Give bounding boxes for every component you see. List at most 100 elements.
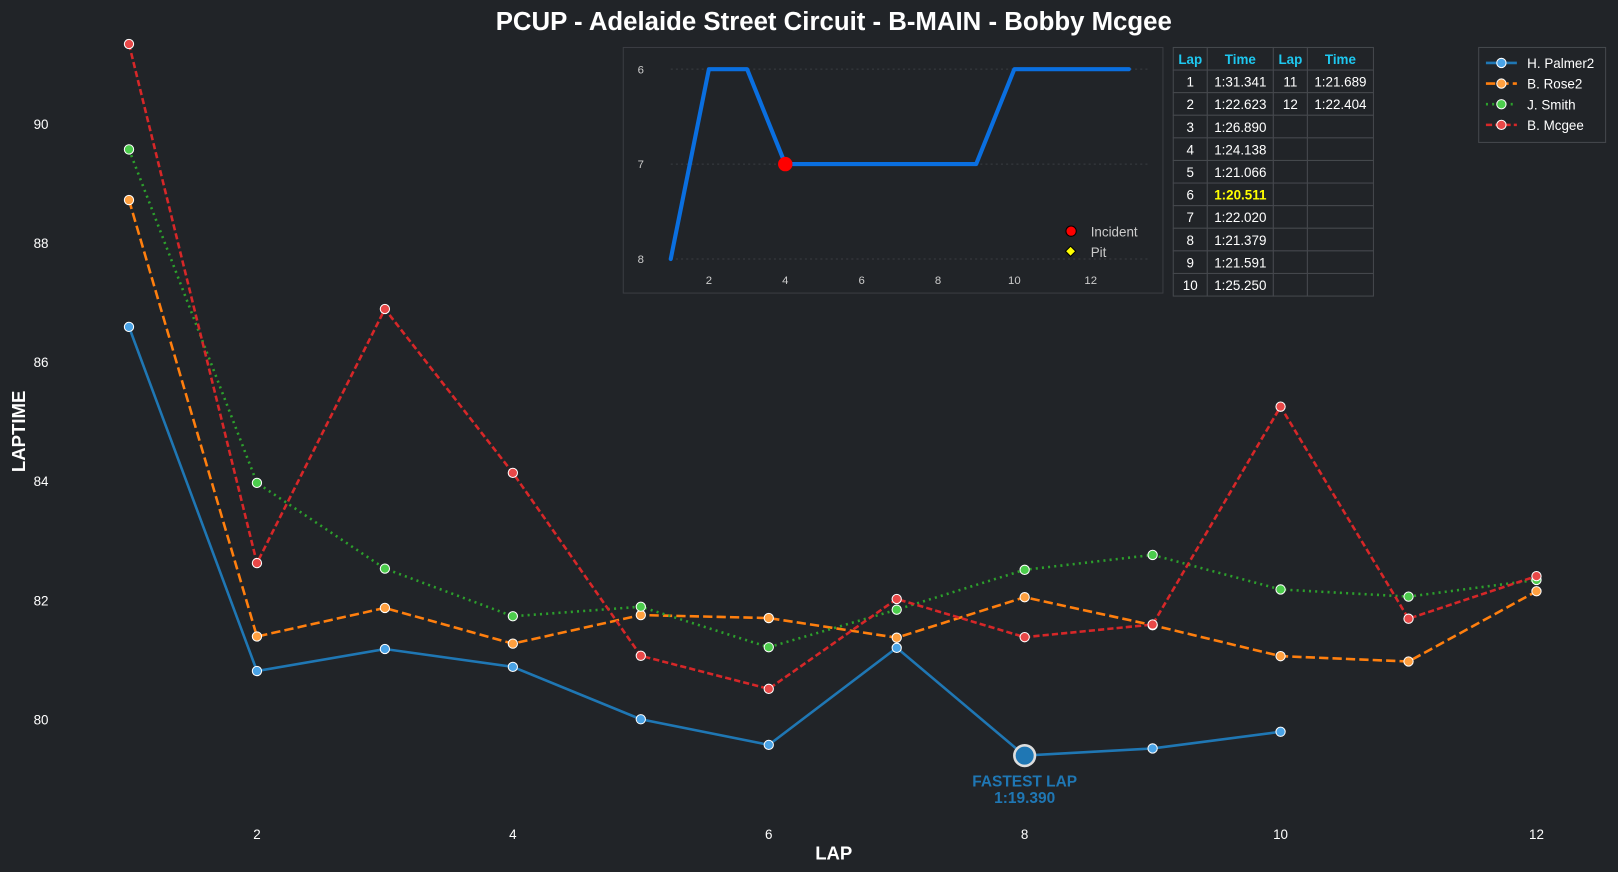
data-point-rose [1531,586,1542,597]
data-point-mcgee [1531,570,1542,582]
data-point-smith [251,477,263,489]
table-cell: 4 [1187,142,1195,157]
table-cell-bg [1306,227,1374,252]
table-cell: 7 [1187,210,1194,225]
table-cell-bg [1272,272,1308,297]
data-point-rose [251,631,263,642]
legend-label: B. Mcgee [1527,118,1584,133]
data-point-mcgee [251,557,263,569]
table-cell-bg [1272,227,1308,252]
fastest-lap-time: 1:19.390 [994,790,1055,807]
table-cell-bg [1272,137,1308,161]
best-lap-cell: 1:20.511 [1214,188,1267,203]
y-tick-label: 86 [34,355,49,370]
data-point-palmer [763,739,774,751]
table-cell-bg [1306,114,1374,139]
data-point-mcgee [507,467,519,479]
data-point-rose [379,602,391,614]
table-header: Lap [1178,52,1202,67]
pit-legend-label: Pit [1091,245,1107,260]
data-point-smith [123,144,135,155]
inset-y-tick-label: 7 [638,159,644,171]
table-cell-bg [1272,114,1308,139]
incident-legend-icon [1065,225,1077,237]
table-cell: 9 [1187,255,1194,270]
table-cell: 1 [1187,75,1194,90]
data-point-smith [1019,564,1030,575]
data-point-smith [635,601,646,612]
chart-title: PCUP - Adelaide Street Circuit - B-MAIN … [496,8,1172,36]
table-cell: 1:22.404 [1314,97,1367,112]
x-tick-label: 12 [1529,827,1544,842]
incident-legend-label: Incident [1091,224,1138,239]
table-cell-bg [1272,205,1308,229]
table-cell-bg [1272,159,1308,184]
data-point-palmer [635,714,646,725]
y-tick-label: 90 [34,117,49,132]
data-point-palmer [891,642,902,653]
incident-marker [778,156,793,172]
legend-label: B. Rose2 [1527,77,1582,92]
data-point-rose [1403,656,1414,667]
table-cell-bg [1272,182,1308,207]
legend: H. Palmer2 B. Rose2 J. Smith B. Mcgee [1478,46,1607,143]
table-cell: 1:21.066 [1214,165,1266,180]
table-cell: 1:21.379 [1214,233,1266,248]
table-cell: 11 [1283,75,1297,90]
table-cell-bg [1306,250,1374,274]
pit-legend-icon [1064,245,1077,258]
table-cell: 1:25.250 [1214,278,1266,293]
data-point-mcgee [1275,401,1286,412]
data-point-rose [123,194,135,206]
inset-x-tick-label: 6 [858,275,864,287]
data-point-rose [891,632,902,643]
inset-x-tick-label: 10 [1008,275,1021,287]
legend-marker-rose [1496,78,1507,89]
inset-x-tick-label: 4 [782,275,788,287]
series-line-rose [127,199,1538,663]
data-point-palmer [1275,726,1286,737]
table-cell: 1:21.591 [1214,255,1266,270]
table-cell: 3 [1187,120,1194,135]
x-tick-label: 2 [253,827,260,842]
table-cell: 12 [1283,97,1298,112]
data-point-palmer [507,661,519,673]
series-line-mcgee [127,43,1537,691]
data-point-mcgee [1147,619,1158,630]
data-point-palmer [123,321,135,333]
data-point-rose [1275,650,1286,662]
data-point-palmer [379,643,391,655]
data-point-smith [1275,584,1286,595]
y-tick-label: 88 [34,236,49,251]
legend-marker-smith [1496,99,1507,110]
fastest-lap-marker [1013,743,1037,768]
table-cell: 1:24.138 [1214,142,1266,157]
table-cell: 1:31.341 [1214,75,1266,90]
table-cell-bg [1306,137,1374,161]
x-axis-label: LAP [815,843,852,864]
inset-x-tick-label: 8 [935,275,941,287]
data-point-smith [507,611,519,622]
table-cell: 1:22.020 [1214,210,1266,225]
table-cell-bg [1306,205,1374,229]
x-tick-label: 8 [1021,827,1028,842]
table-header: Lap [1278,52,1302,67]
table-cell: 1:26.890 [1214,120,1266,135]
data-point-mcgee [1403,613,1414,624]
inset-x-tick-label: 12 [1084,275,1097,287]
inset-y-tick-label: 8 [638,254,644,266]
data-point-mcgee [123,38,135,50]
table-header: Time [1225,52,1256,67]
x-tick-label: 4 [509,827,517,842]
data-point-rose [763,612,774,624]
x-tick-label: 6 [765,827,772,842]
y-tick-label: 80 [34,712,49,727]
series-line-palmer [127,326,1281,757]
table-cell-bg [1306,159,1374,184]
y-tick-label: 82 [34,593,49,608]
legend-marker-mcgee [1496,119,1507,131]
data-point-smith [763,642,774,653]
data-point-mcgee [1019,632,1030,643]
